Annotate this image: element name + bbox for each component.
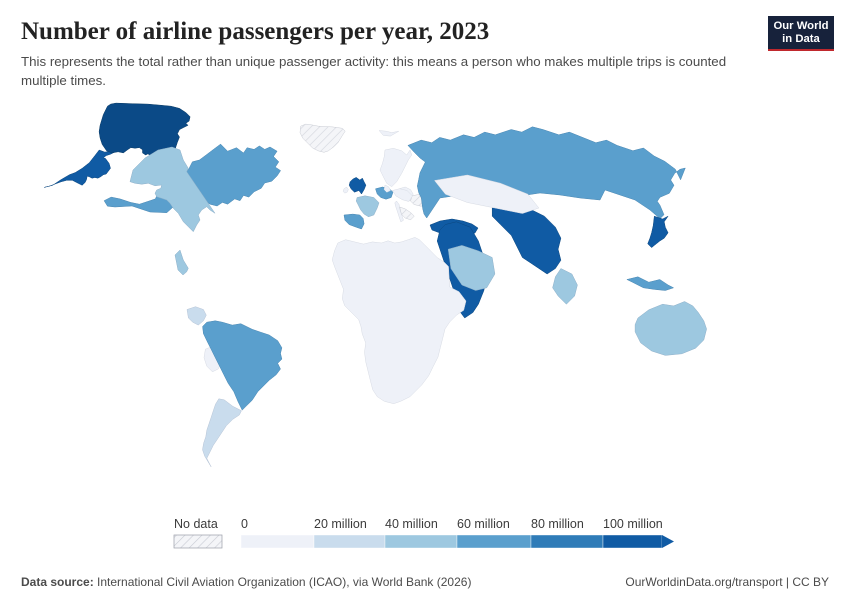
- svg-text:40 million: 40 million: [385, 517, 438, 531]
- svg-text:No data: No data: [174, 517, 218, 531]
- svg-text:80 million: 80 million: [531, 517, 584, 531]
- svg-text:0: 0: [241, 517, 248, 531]
- svg-text:100 million: 100 million: [603, 517, 663, 531]
- svg-text:20 million: 20 million: [314, 517, 367, 531]
- svg-text:60 million: 60 million: [457, 517, 510, 531]
